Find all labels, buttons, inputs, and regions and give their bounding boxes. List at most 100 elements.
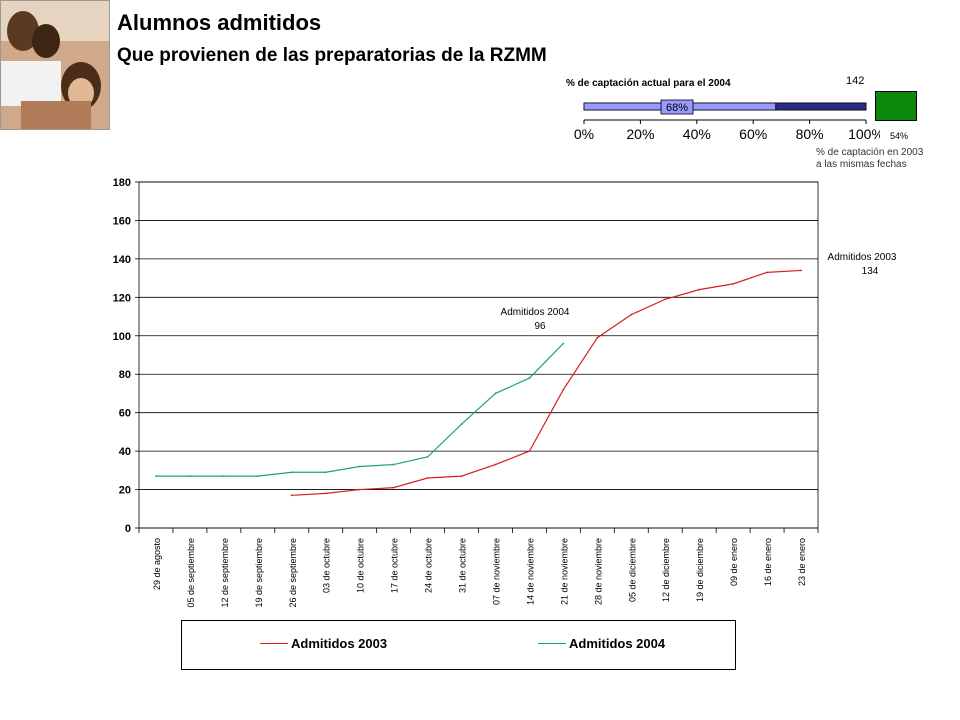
y-tick-label: 0 [125,523,131,535]
data-point [494,392,497,395]
y-tick-label: 80 [119,369,131,381]
y-tick-label: 20 [119,485,131,497]
annotation-2003-value: 134 [862,266,879,277]
gauge-bar-chart: 68% 0% 20% 40% 60% 80% 100% [574,99,880,142]
x-tick-label: 23 de enero [797,538,807,586]
data-point [290,471,293,474]
x-tick-label: 14 de noviembre [525,538,535,605]
data-point [494,463,497,466]
data-point [426,477,429,479]
y-tick-label: 140 [113,254,131,266]
data-point [766,271,768,274]
y-tick-label: 60 [119,408,131,420]
gauge-note-line1: % de captación en 2003 [816,147,924,158]
x-tick-label: 21 de noviembre [559,538,569,605]
legend-item-2004: Admitidos 2004 [538,636,665,651]
x-tick-label: 26 de septiembre [288,538,298,608]
gauge-ticks: 0% 20% 40% 60% 80% 100% [574,120,880,142]
gauge-tick-label: 100% [848,126,880,142]
gauge-tick-label: 60% [739,126,767,142]
y-tick-label: 40 [119,446,131,458]
data-point [528,377,531,379]
page-title: Alumnos admitidos [117,10,322,35]
line-chart: 0 20 40 60 80 100 120 140 160 180 29 de agosto 05 … [113,177,897,608]
chart-legend: Admitidos 2003 Admitidos 2004 [181,620,736,670]
annotation-2004-value: 96 [534,321,546,332]
y-tick-label: 100 [113,331,131,343]
data-point [596,336,599,339]
x-tick-label: 12 de septiembre [220,538,230,608]
legend-label-2003: Admitidos 2003 [291,636,388,651]
gauge-title: % de captación actual para el 2004 [566,78,731,89]
x-tick-label: 31 de octubre [458,538,468,593]
students-photo [0,0,110,130]
chart-gridlines [135,181,819,533]
legend-line-2003 [260,643,288,644]
annotation-2003-label: Admitidos 2003 [828,252,897,263]
data-point [392,463,395,466]
series-line-2003 [291,269,802,496]
legend-label-2004: Admitidos 2004 [569,636,666,651]
data-point [562,388,565,391]
annotation-2004-label: Admitidos 2004 [501,307,570,318]
x-tick-label: 28 de noviembre [593,538,603,605]
chart-x-tick-labels: 29 de agosto 05 de septiembre 12 de septie… [152,538,807,608]
status-green-box [875,91,917,121]
data-point [528,450,531,453]
gauge-callout-label: 68% [666,102,688,114]
gauge-tick-label: 40% [683,126,711,142]
legend-line-2004 [538,643,566,644]
x-tick-label: 03 de octubre [322,538,332,593]
data-point [664,298,667,301]
x-tick-label: 09 de enero [729,538,739,586]
gauge-tick-label: 80% [796,126,824,142]
y-tick-label: 160 [113,215,131,227]
chart-annotations: Admitidos 2003 134 Admitidos 2004 96 [501,252,897,332]
x-tick-label: 12 de diciembre [661,538,671,602]
x-tick-label: 29 de agosto [152,538,162,590]
gauge-tick-label: 20% [626,126,654,142]
y-tick-label: 120 [113,292,131,304]
chart-y-tick-labels: 0 20 40 60 80 100 120 140 160 180 [113,177,131,535]
series-line-2004 [155,343,564,477]
data-point [392,486,395,489]
gauge-callout-box [660,99,694,115]
students-photo-art [1,1,109,129]
data-point [460,423,463,426]
gauge-value-label: 142 [846,75,865,87]
data-point [324,492,327,495]
chart-series [155,269,802,497]
data-point [358,465,361,468]
x-tick-label: 19 de septiembre [254,538,264,608]
x-tick-label: 07 de noviembre [491,538,501,605]
page-subtitle: Que provienen de las preparatorias de la… [117,45,547,66]
data-point [256,475,259,477]
x-tick-label: 05 de diciembre [627,538,637,602]
percent-2003-label: 54% [890,131,909,141]
data-point [630,313,633,316]
x-tick-label: 16 de enero [763,538,773,586]
data-point [358,488,361,491]
data-point [698,288,701,291]
data-point [562,342,565,345]
data-point [460,475,463,477]
gauge-note: % de captación en 2003 a las mismas fech… [816,147,923,171]
data-point [800,269,802,272]
legend-item-2003: Admitidos 2003 [260,636,387,651]
x-tick-label: 10 de octubre [356,538,366,593]
data-point [732,282,735,285]
y-tick-label: 180 [113,177,131,189]
x-tick-label: 19 de diciembre [695,538,705,602]
data-point [222,475,225,477]
x-tick-label: 24 de octubre [424,538,434,593]
data-point [290,494,293,497]
x-tick-label: 05 de septiembre [186,538,196,608]
x-tick-label: 17 de octubre [390,538,400,593]
gauge-fill-dark [775,102,867,111]
gauge-tick-label: 0% [574,126,594,142]
data-point [155,475,157,477]
gauge-note-line2: a las mismas fechas [816,159,907,170]
data-point [189,475,191,477]
data-point [324,471,327,474]
data-point [426,455,429,458]
